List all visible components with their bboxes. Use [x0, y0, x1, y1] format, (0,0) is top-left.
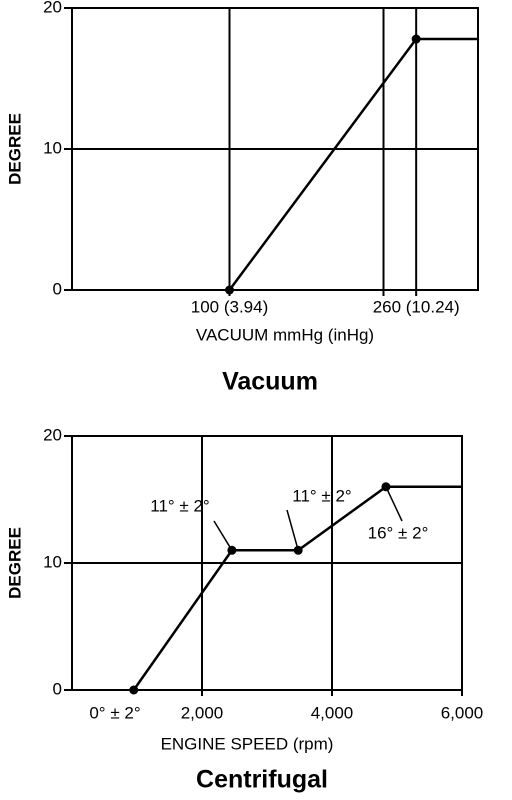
y-tick-label: 20 [43, 425, 62, 444]
chart-title: Centrifugal [196, 766, 328, 794]
y-tick-label: 10 [43, 552, 62, 571]
x-tick-label: 100 (3.94) [191, 297, 269, 316]
annotation: 16° ± 2° [368, 523, 429, 542]
x-tick-label: 260 (10.24) [373, 297, 460, 316]
x-tick-label: 6,000 [441, 703, 484, 722]
y-tick-label: 0 [53, 679, 62, 698]
annotation-leader [213, 520, 233, 551]
x-axis-label: VACUUM mmHg (inHg) [196, 325, 374, 344]
data-point [225, 285, 234, 295]
chart-title: Vacuum [222, 368, 318, 396]
x-tick-label: 4,000 [311, 703, 354, 722]
y-tick-label: 0 [53, 279, 62, 298]
data-line [132, 485, 462, 691]
y-tick-label: 10 [43, 138, 62, 157]
annotation-leader [385, 486, 403, 522]
data-line [228, 37, 478, 291]
x-axis-label: ENGINE SPEED (rpm) [161, 734, 334, 753]
data-point [411, 34, 421, 44]
data-point [129, 685, 139, 695]
annotation: 11° ± 2° [292, 486, 351, 505]
annotation-leader [286, 509, 299, 551]
y-axis-label: DEGREE [5, 527, 24, 599]
x-tick-label: 2,000 [181, 703, 224, 722]
annotation: 0° ± 2° [89, 703, 140, 722]
y-axis-label: DEGREE [5, 113, 24, 185]
annotation: 11° ± 2° [150, 496, 209, 515]
y-tick-label: 20 [43, 0, 62, 16]
